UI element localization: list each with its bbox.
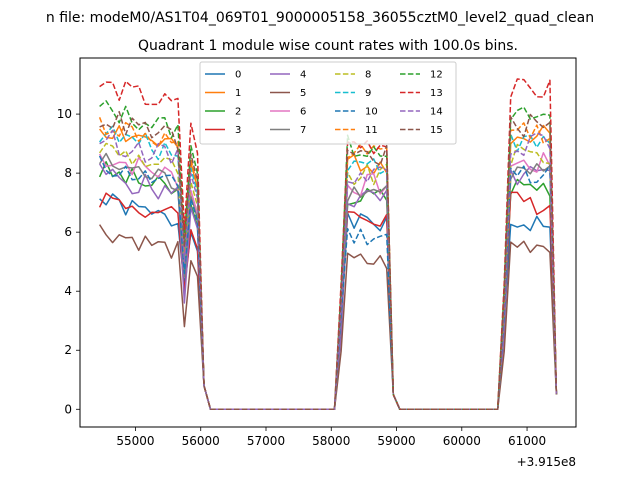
- series-line-6: [98, 152, 558, 411]
- legend-label-9: 9: [365, 88, 371, 99]
- x-tick-label: 61000: [508, 434, 546, 448]
- y-tick-label: 4: [64, 284, 72, 298]
- x-tick-label: 59000: [377, 434, 415, 448]
- legend-label-6: 6: [300, 107, 306, 118]
- y-tick-label: 8: [64, 166, 72, 180]
- legend-label-13: 13: [430, 88, 443, 99]
- series-line-14: [99, 129, 558, 411]
- series-line-3: [98, 191, 558, 411]
- y-tick-label: 6: [64, 225, 72, 239]
- y-tick-label: 10: [57, 107, 72, 121]
- legend-label-0: 0: [235, 70, 241, 81]
- plot-frame: [79, 57, 577, 428]
- series-line-11: [98, 117, 558, 411]
- legend-label-2: 2: [235, 107, 241, 118]
- series-line-4: [98, 163, 558, 411]
- x-tick-label: 57000: [247, 434, 285, 448]
- legend-label-3: 3: [235, 125, 241, 136]
- legend-label-12: 12: [430, 70, 443, 81]
- legend-label-5: 5: [300, 88, 306, 99]
- legend-label-15: 15: [430, 125, 443, 136]
- x-tick-label: 58000: [312, 434, 350, 448]
- series-line-0: [99, 193, 558, 411]
- x-tick-label: 55000: [116, 434, 154, 448]
- series-line-7: [98, 152, 558, 411]
- series-line-2: [98, 161, 558, 411]
- y-tick-label: 0: [64, 402, 72, 416]
- y-axis: 0 2 4 6 8 10: [57, 107, 80, 416]
- x-tick-label: 56000: [182, 434, 220, 448]
- x-tick-label: 60000: [443, 434, 481, 448]
- legend-label-14: 14: [430, 107, 443, 118]
- legend-label-8: 8: [365, 70, 371, 81]
- legend-label-10: 10: [365, 107, 378, 118]
- series-line-1: [99, 124, 558, 411]
- legend-label-11: 11: [365, 125, 378, 136]
- legend-label-1: 1: [235, 88, 241, 99]
- legend-label-4: 4: [300, 70, 306, 81]
- legend-frame: [199, 61, 457, 145]
- series-line-15: [99, 110, 558, 411]
- y-tick-label: 2: [64, 343, 72, 357]
- series-line-12: [99, 100, 558, 411]
- plot-lines: [98, 78, 558, 411]
- legend-label-7: 7: [300, 125, 306, 136]
- chart-title: Quadrant 1 module wise count rates with …: [138, 38, 518, 54]
- x-axis-offset-label: +3.915e8: [517, 455, 576, 469]
- x-axis: 55000 56000 57000 58000 59000 60000 61000: [116, 427, 546, 448]
- figure-suptitle: n file: modeM0/AS1T04_069T01_9000005158_…: [46, 10, 594, 26]
- series-line-10: [98, 155, 558, 411]
- series-line-5: [98, 224, 558, 411]
- series-line-9: [99, 125, 558, 411]
- series-line-8: [98, 142, 558, 411]
